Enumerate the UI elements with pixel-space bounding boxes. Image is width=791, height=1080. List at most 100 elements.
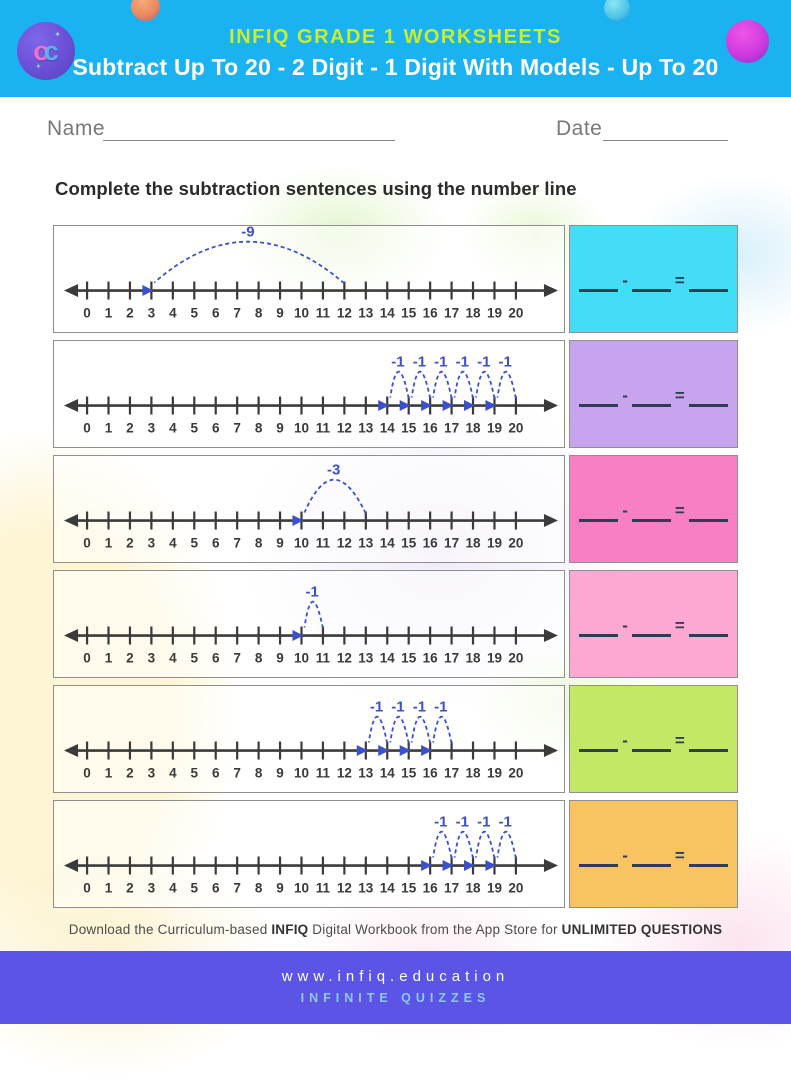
jump-label: -1 [477,813,490,830]
tick-label: 8 [255,306,263,321]
answer-panel: - = [569,340,738,448]
answer-blank-difference [688,857,728,867]
tick-label: 6 [212,421,220,436]
tick-label: 1 [105,306,113,321]
tick-label: 14 [380,306,396,321]
tick-label: 16 [423,421,439,436]
footer-note-text: Digital Workbook from the App Store for [308,922,562,937]
answer-blank-difference [688,742,728,752]
tick-label: 19 [487,651,503,666]
tick-label: 2 [126,651,134,666]
tick-label: 13 [358,421,374,436]
jump-arc [453,371,474,399]
jump-arc [303,601,324,629]
jump-arrow-icon [356,745,368,757]
tick-label: 5 [191,421,199,436]
equals-symbol: = [674,731,685,750]
footer-bar: www.infiq.education INFINITE QUIZZES [0,951,791,1024]
answer-blank-subtrahend [631,282,671,292]
infiq-logo: o c ✦ ✦ [17,22,75,80]
tick-label: 7 [233,536,241,551]
name-date-row: Name Date [0,97,791,159]
equals-symbol: = [674,271,685,290]
minus-symbol: - [622,846,628,865]
tick-label: 13 [358,651,374,666]
answer-blank-minuend [579,857,619,867]
jump-label: -3 [327,461,340,478]
tick-label: 18 [465,651,481,666]
jump-arc [153,240,345,285]
tick-label: 20 [508,766,523,781]
jump-arrow-icon [421,745,433,757]
minus-symbol: - [622,271,628,290]
tick-label: 16 [423,536,439,551]
jump-label: -1 [306,583,319,600]
jump-arc [389,716,410,744]
tick-label: 8 [255,421,263,436]
tagline: INFINITE QUIZZES [300,991,491,1005]
tick-label: 14 [380,881,396,896]
jump-arrow-icon [378,745,390,757]
number-line: 0 1 2 3 4 5 6 7 8 9 10 11 12 13 14 15 16 17 18 19 20-1-1-1-1 [64,813,558,896]
answer-blank-subtrahend [631,742,671,752]
tick-label: 0 [83,651,91,666]
tick-label: 16 [423,306,439,321]
jump-arc [410,716,432,744]
number-line: 0 1 2 3 4 5 6 7 8 9 10 11 12 13 14 15 16 17 18 19 20-1 [64,583,558,666]
tick-label: 19 [487,881,503,896]
tick-label: 20 [508,881,523,896]
tick-label: 5 [191,536,199,551]
problem-row: 0 1 2 3 4 5 6 7 8 9 10 11 12 13 14 15 16 17 18 19 20 -1- = [53,570,738,678]
answer-blank-minuend [579,282,619,292]
tick-label: 9 [276,651,284,666]
tick-label: 10 [294,651,309,666]
tick-label: 7 [233,421,241,436]
jump-label: -1 [391,353,404,370]
tick-label: 18 [465,421,481,436]
tick-label: 9 [276,881,284,896]
tick-label: 1 [105,881,113,896]
tick-label: 19 [487,536,503,551]
tick-label: 19 [487,421,503,436]
tick-label: 12 [337,536,352,551]
tick-label: 18 [465,306,481,321]
name-input-line [103,140,395,141]
number-line: 0 1 2 3 4 5 6 7 8 9 10 11 12 13 14 15 16 17 18 19 20-1-1-1-1 [64,698,558,781]
answer-panel: - = [569,225,738,333]
jump-label: -1 [499,353,512,370]
jump-arc [410,371,432,399]
number-line: 0 1 2 3 4 5 6 7 8 9 10 11 12 13 14 15 16 17 18 19 20-1-1-1-1… [64,353,558,436]
tick-label: 8 [255,651,263,666]
answer-blank-subtrahend [631,512,671,522]
tick-label: 1 [105,421,113,436]
jump-arrow-icon [399,745,411,757]
tick-label: 10 [294,421,309,436]
footer-note-text: Download the Curriculum-based [68,922,272,937]
answer-blank-subtrahend [631,857,671,867]
tick-label: 14 [380,421,396,436]
number-line-panel: 0 1 2 3 4 5 6 7 8 9 10 11 12 13 14 15 16 17 18 19 20 -1 -1 -1 -1 [53,800,565,908]
tick-label: 15 [401,766,417,781]
jump-arc [496,371,517,399]
tick-label: 11 [316,306,331,321]
logo-letter-o: o [33,35,50,66]
tick-label: 6 [212,306,220,321]
tick-label: 2 [126,421,134,436]
equals-symbol: = [674,501,685,520]
tick-label: 10 [294,306,309,321]
tick-label: 0 [83,881,91,896]
equals-symbol: = [674,386,685,405]
jump-arc [389,371,410,399]
tick-label: 14 [380,766,396,781]
problem-row: 0 1 2 3 4 5 6 7 8 9 10 11 12 13 14 15 16 17 18 19 20 -1 -1 -1 -1… [53,800,738,908]
tick-label: 12 [337,881,352,896]
minus-symbol: - [622,731,628,750]
tick-label: 1 [105,766,113,781]
date-input-line [603,140,728,141]
answer-blank-subtrahend [631,627,671,637]
jump-label: -1 [434,813,447,830]
answer-panel: - = [569,685,738,793]
tick-label: 12 [337,766,352,781]
number-line-panel: 0 1 2 3 4 5 6 7 8 9 10 11 12 13 14 15 16 17 18 19 20 -9 [53,225,565,333]
minus-symbol: - [622,386,628,405]
